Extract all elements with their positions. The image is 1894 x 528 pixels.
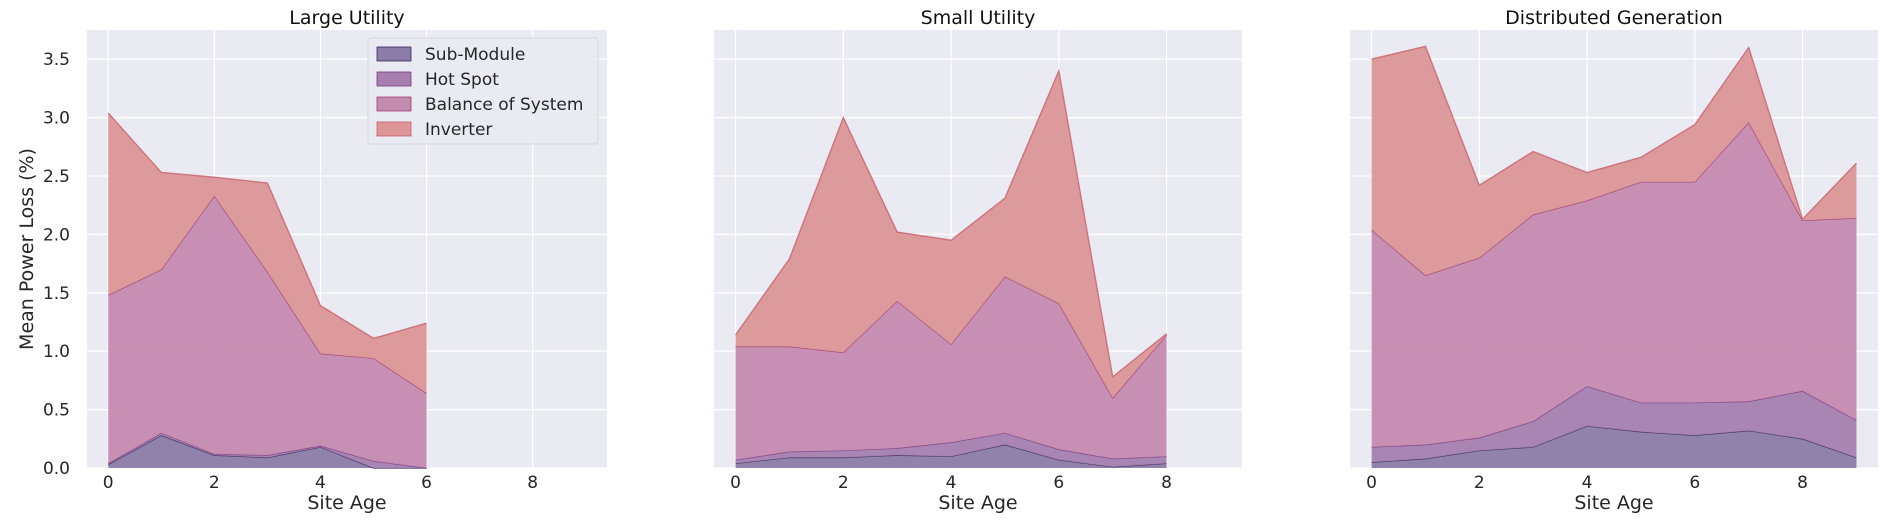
line-inverter bbox=[107, 112, 427, 340]
panel-title: Large Utility bbox=[289, 7, 404, 29]
x-tick-label: 0 bbox=[103, 473, 114, 493]
area-balance-of-system bbox=[735, 276, 1167, 460]
x-axis-label: Site Age bbox=[307, 492, 386, 514]
legend-swatch bbox=[376, 121, 412, 137]
area-balance-of-system bbox=[108, 195, 427, 469]
x-tick-label: 2 bbox=[838, 473, 849, 493]
x-tick-label: 4 bbox=[1582, 473, 1593, 493]
x-axis-label: Site Age bbox=[938, 492, 1017, 514]
area-sub-module bbox=[1371, 425, 1857, 468]
area-balance-of-system bbox=[1371, 122, 1857, 447]
x-tick-label: 0 bbox=[1366, 473, 1377, 493]
x-tick-label: 8 bbox=[1797, 473, 1808, 493]
line-inverter bbox=[734, 68, 1168, 379]
area-sub-module bbox=[108, 435, 427, 468]
legend-box bbox=[367, 37, 599, 145]
x-tick-label: 6 bbox=[421, 473, 432, 493]
legend: Sub-Module Hot Spot Balance of System Inver… bbox=[367, 37, 599, 145]
x-tick-label: 8 bbox=[527, 473, 538, 493]
area-inverter bbox=[735, 70, 1167, 398]
y-tick-label: 2.0 bbox=[43, 225, 70, 245]
area-inverter bbox=[108, 112, 427, 394]
panel-title: Small Utility bbox=[921, 7, 1036, 29]
y-tick-label: 2.5 bbox=[43, 167, 70, 187]
legend-swatch bbox=[376, 46, 412, 62]
area-inverter bbox=[1371, 46, 1857, 276]
x-tick-label: 4 bbox=[315, 473, 326, 493]
y-tick-label: 1.0 bbox=[43, 342, 70, 362]
legend-label: Inverter bbox=[425, 120, 492, 140]
y-tick-label: 1.5 bbox=[43, 284, 70, 304]
x-tick-label: 4 bbox=[946, 473, 957, 493]
y-tick-label: 0.5 bbox=[43, 401, 70, 421]
legend-label: Balance of System bbox=[425, 95, 583, 115]
y-tick-label: 3.0 bbox=[43, 109, 70, 129]
x-tick-label: 0 bbox=[730, 473, 741, 493]
x-tick-label: 2 bbox=[1474, 473, 1485, 493]
x-tick-label: 2 bbox=[209, 473, 220, 493]
panel-title: Distributed Generation bbox=[1505, 7, 1723, 29]
x-tick-label: 8 bbox=[1161, 473, 1172, 493]
legend-label: Hot Spot bbox=[425, 70, 499, 90]
chart-panel-3: 0 2 4 6 8 Site Age Distributed Generation bbox=[1350, 7, 1878, 514]
y-tick-label: 3.5 bbox=[43, 50, 70, 70]
x-tick-label: 6 bbox=[1689, 473, 1700, 493]
x-tick-label: 6 bbox=[1053, 473, 1064, 493]
legend-swatch bbox=[376, 96, 412, 112]
y-tick-label: 0.0 bbox=[43, 459, 70, 479]
x-axis-label: Site Age bbox=[1574, 492, 1653, 514]
area-hot-spot bbox=[735, 432, 1167, 467]
legend-label: Sub-Module bbox=[425, 45, 525, 65]
chart-panel-2: 0 2 4 6 8 Site Age Small Utility bbox=[714, 7, 1242, 514]
area-hot-spot bbox=[1371, 386, 1857, 463]
line-inverter bbox=[1371, 45, 1857, 221]
legend-swatch bbox=[376, 71, 412, 87]
y-axis-label: Mean Power Loss (%) bbox=[16, 148, 38, 350]
